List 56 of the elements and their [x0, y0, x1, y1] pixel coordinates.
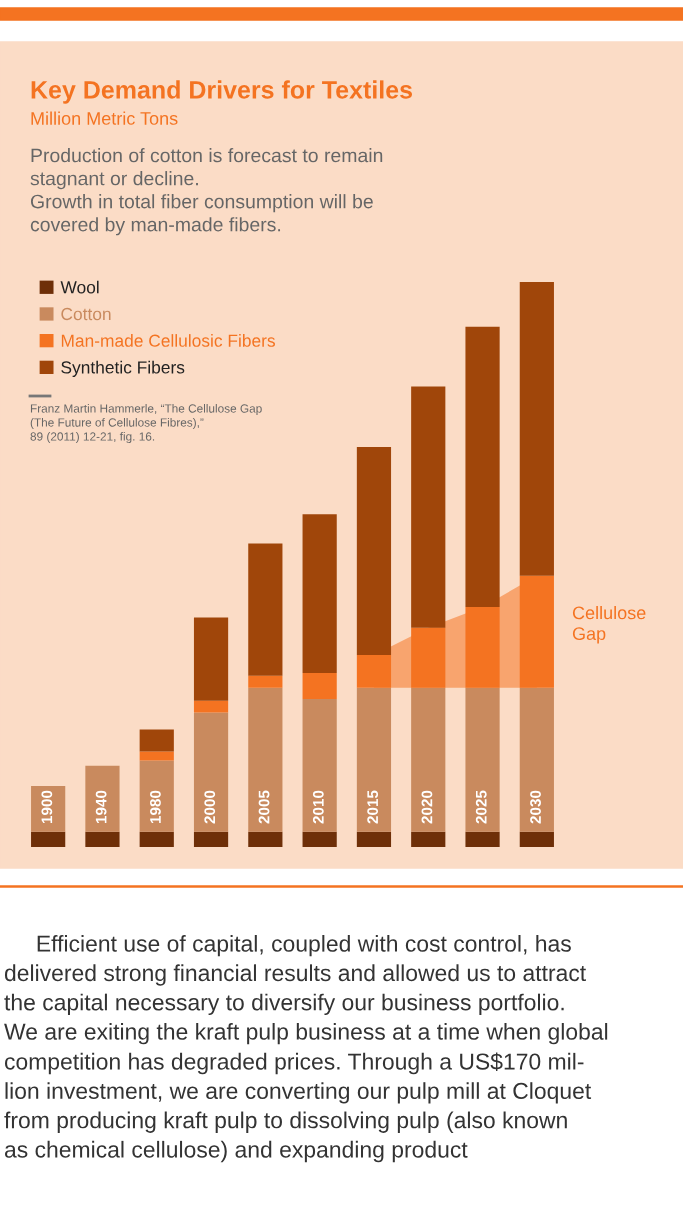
x-tick-label: 1900 [41, 790, 53, 824]
legend-label: Cotton [61, 307, 111, 321]
bar [356, 654, 392, 688]
x-tick-label: 2005 [258, 790, 270, 824]
bar [248, 543, 283, 676]
bar [411, 386, 446, 628]
bar [302, 672, 337, 699]
bar [248, 675, 283, 688]
bar [411, 627, 446, 688]
x-tick-label: 2020 [421, 790, 433, 824]
bar [302, 698, 337, 832]
bar [519, 575, 554, 688]
bar [411, 687, 446, 832]
bar [193, 712, 229, 832]
bar [31, 831, 66, 847]
legend-label: Man-made Cellulosic Fibers [61, 334, 275, 347]
bar [465, 831, 500, 847]
bar [302, 514, 337, 673]
bar [411, 831, 446, 847]
bar [519, 687, 554, 832]
bar [356, 687, 392, 832]
bar [356, 446, 392, 655]
bar [193, 831, 229, 847]
bar [139, 831, 174, 847]
bar [193, 617, 229, 701]
chart-title: Key Demand Drivers for Textiles [31, 80, 413, 104]
text: Efficient use of capital, coupled with cost control, has delivered strong financial results and allowed us to attract the capital necessary to diversify our business portfolio. We are exiting the kraft pulp business at a time when global competition has degraded prices. Through a US$170 mil- lion investment, we are converting our pulp mill at Cloquet from producing kraft pulp to dissolving pulp (also known as chemical cellulose) and expanding product [4, 935, 608, 1163]
bar [465, 606, 500, 688]
bar [465, 326, 500, 607]
chart-subtitle: Million Metric Tons [31, 111, 178, 125]
x-tick-label: 2030 [530, 790, 541, 824]
x-tick-label: 1940 [95, 790, 107, 824]
bar [248, 831, 283, 847]
text: Cellulose Gap [572, 606, 646, 644]
bar [139, 729, 174, 752]
bar [139, 751, 174, 761]
text: Production of cotton is forecast to remain stagnant or decline. Growth in total fiber consumption will be covered by man-made fibers. [30, 148, 383, 236]
x-tick-label: 1980 [150, 790, 161, 824]
bar [193, 700, 229, 713]
annotation: Franz Martin Hammerle, “The Cellulose Gap (The Future of Cellulose Fibres),” 89 (2011) 12-21, fig. 16. [30, 404, 262, 443]
bar [248, 687, 283, 832]
bar [519, 282, 554, 576]
bar [356, 831, 392, 847]
bar [302, 831, 337, 847]
bar [465, 687, 500, 832]
legend-label: Synthetic Fibers [61, 360, 185, 377]
x-tick-label: 2000 [204, 790, 216, 824]
bar [519, 831, 554, 847]
bar [31, 785, 66, 832]
legend-label: Wool [60, 280, 99, 294]
x-tick-label: 2010 [312, 790, 324, 824]
x-tick-label: 2025 [475, 790, 487, 824]
bar [139, 760, 174, 832]
bar [85, 765, 120, 832]
x-tick-label: 2015 [367, 790, 379, 824]
bar [85, 831, 120, 847]
